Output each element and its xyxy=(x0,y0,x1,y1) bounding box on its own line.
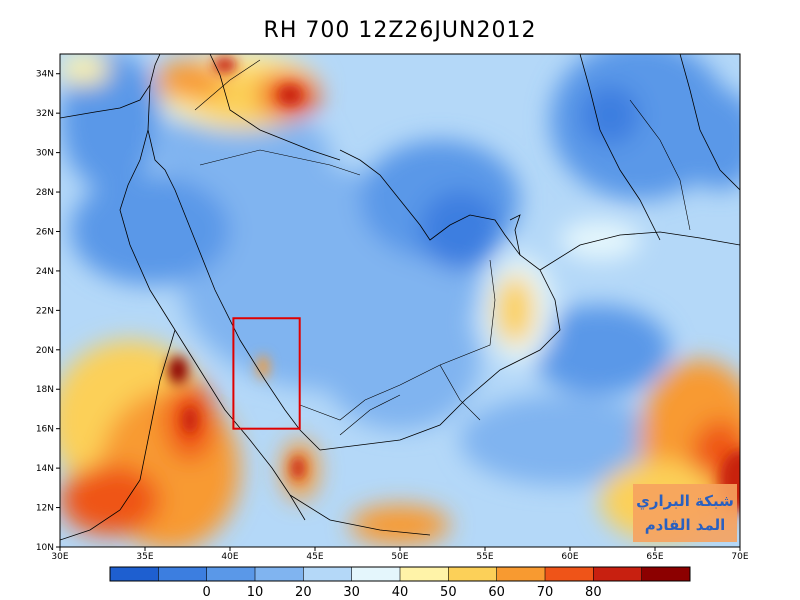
colorbar-swatch xyxy=(400,567,449,581)
lon-tick-label: 35E xyxy=(136,552,153,562)
coastlines xyxy=(60,54,740,541)
lat-tick-label: 14N xyxy=(36,464,54,474)
lon-tick-label: 65E xyxy=(646,552,663,562)
lat-tick-label: 30N xyxy=(36,149,54,159)
colorbar-label: 60 xyxy=(488,585,505,600)
colorbar: 0 10 20 30 40 50 60 70 80 xyxy=(109,566,691,600)
colorbar-label: 30 xyxy=(343,585,360,600)
lon-tick-label: 40E xyxy=(221,552,238,562)
lat-tick-label: 28N xyxy=(36,188,54,198)
colorbar-swatch xyxy=(545,567,594,581)
colorbar-swatch xyxy=(351,567,401,581)
colorbar-swatch xyxy=(303,567,353,581)
colorbar-swatch xyxy=(448,567,498,581)
lat-tick-label: 32N xyxy=(36,109,54,119)
lat-tick-label: 10N xyxy=(36,543,54,553)
colorbar-label: 10 xyxy=(247,585,264,600)
colorbar-swatch xyxy=(496,567,546,581)
lat-tick-label: 20N xyxy=(36,346,54,356)
humidity-field xyxy=(60,54,740,547)
colorbar-swatch xyxy=(593,567,643,581)
colorbar-label: 0 xyxy=(203,585,211,600)
lon-tick-label: 50E xyxy=(391,552,408,562)
colorbar-label: 70 xyxy=(537,585,554,600)
lon-tick-label: 70E xyxy=(731,552,748,562)
lat-tick-label: 26N xyxy=(36,227,54,237)
watermark-logo: شبكة البراري المد القادم xyxy=(633,484,737,542)
lat-tick-label: 12N xyxy=(36,504,54,514)
borders xyxy=(194,59,691,436)
colorbar-label: 40 xyxy=(392,585,409,600)
longitude-axis: 30E 35E 40E 45E 50E 55E 60E 65E 70E xyxy=(51,547,749,562)
map-title: RH 700 12Z26JUN2012 xyxy=(263,18,537,43)
colorbar-swatch xyxy=(255,567,304,581)
lon-tick-label: 55E xyxy=(476,552,493,562)
colorbar-swatch xyxy=(110,567,159,581)
lon-tick-label: 45E xyxy=(306,552,323,562)
colorbar-label: 80 xyxy=(585,585,602,600)
colorbar-label: 20 xyxy=(295,585,312,600)
latitude-axis: 10N 12N 14N 16N 18N 20N 22N 24N 26N 28N 30N 32N 34N xyxy=(36,70,60,553)
colorbar-swatch xyxy=(206,567,256,581)
watermark-line1: شبكة البراري xyxy=(636,492,734,511)
lat-tick-label: 18N xyxy=(36,385,54,395)
watermark-line2: المد القادم xyxy=(645,516,726,534)
lon-tick-label: 60E xyxy=(561,552,578,562)
lat-tick-label: 16N xyxy=(36,425,54,435)
lat-tick-label: 22N xyxy=(36,306,54,316)
highlight-box xyxy=(232,317,301,430)
lat-tick-label: 24N xyxy=(36,267,54,277)
colorbar-label: 50 xyxy=(440,585,457,600)
lat-tick-label: 34N xyxy=(36,70,54,80)
colorbar-swatch xyxy=(641,567,691,581)
colorbar-swatch xyxy=(158,567,208,581)
lon-tick-label: 30E xyxy=(51,552,68,562)
